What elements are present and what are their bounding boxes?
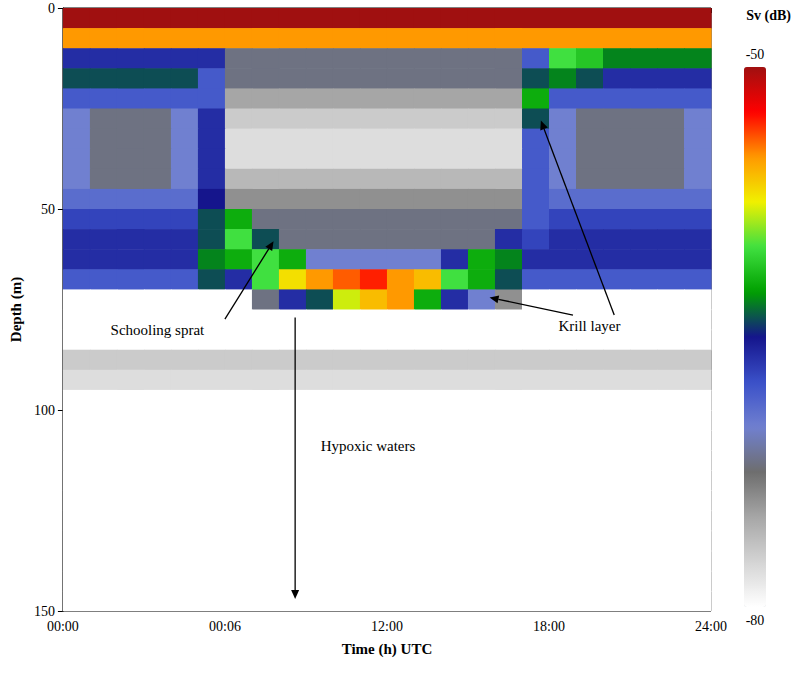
svg-text:00:00: 00:00 (47, 619, 79, 634)
svg-text:100: 100 (34, 403, 55, 418)
svg-text:-50: -50 (746, 47, 765, 62)
svg-text:Hypoxic waters: Hypoxic waters (321, 438, 416, 454)
svg-text:Depth (m): Depth (m) (8, 277, 25, 342)
svg-text:-80: -80 (746, 613, 765, 628)
svg-text:18:00: 18:00 (533, 619, 565, 634)
svg-text:Krill layer: Krill layer (558, 318, 620, 334)
svg-text:150: 150 (34, 604, 55, 619)
svg-text:12:00: 12:00 (371, 619, 403, 634)
svg-text:Sv (dB): Sv (dB) (746, 8, 791, 24)
svg-text:Time (h) UTC: Time (h) UTC (342, 641, 433, 658)
svg-text:0: 0 (48, 1, 55, 16)
svg-text:24:00: 24:00 (695, 619, 727, 634)
svg-text:50: 50 (41, 202, 55, 217)
svg-text:Schooling sprat: Schooling sprat (111, 322, 206, 338)
svg-text:00:06: 00:06 (209, 619, 241, 634)
